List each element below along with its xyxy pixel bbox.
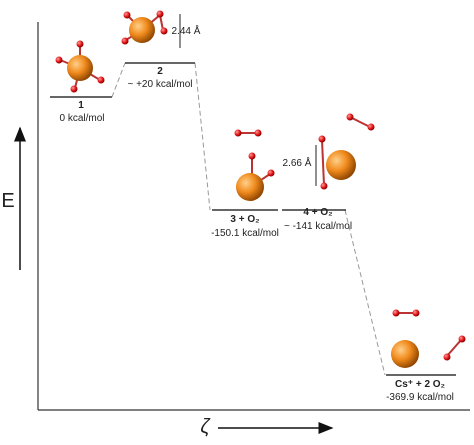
connector	[111, 62, 126, 98]
level-label: Cs⁺ + 2 O₂	[395, 379, 445, 390]
level-energy: ~ +20 kcal/mol	[127, 79, 192, 90]
distance-label: 2.66 Å	[283, 156, 312, 169]
connector	[344, 209, 386, 376]
y-label: E	[1, 190, 14, 212]
molecule	[391, 309, 466, 368]
level-label: 4 + O₂	[303, 207, 332, 218]
level-label: 3 + O₂	[230, 214, 259, 225]
level-energy: ~ -141 kcal/mol	[284, 221, 352, 232]
x-label: ζ	[200, 416, 211, 438]
connector	[194, 62, 211, 211]
molecule	[315, 113, 375, 190]
level-energy: 0 kcal/mol	[59, 113, 104, 124]
molecule	[234, 129, 275, 201]
distance-label: 2.44 Å	[172, 24, 201, 37]
molecule	[121, 10, 181, 48]
level-label: 2	[157, 66, 163, 77]
level-energy: -150.1 kcal/mol	[211, 228, 279, 239]
level-label: 1	[78, 100, 84, 111]
level-energy: -369.9 kcal/mol	[386, 392, 454, 403]
molecule	[55, 40, 105, 93]
